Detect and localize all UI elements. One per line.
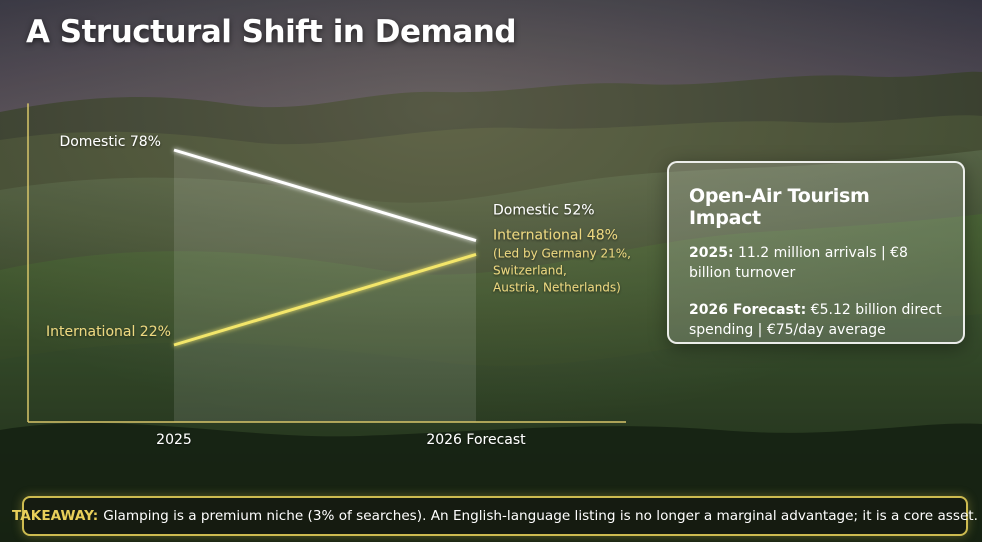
impact-line-2025: 2025: 11.2 million arrivals | €8 billion… bbox=[689, 243, 943, 283]
x-tick-label-2025: 2025 bbox=[156, 432, 192, 448]
plot-band bbox=[174, 150, 476, 422]
impact-card-title: Open-Air Tourism Impact bbox=[689, 185, 870, 229]
takeaway-banner: TAKEAWAY: Glamping is a premium niche (3… bbox=[12, 496, 978, 536]
impact-line-2026: 2026 Forecast: €5.12 billion direct spen… bbox=[689, 300, 943, 340]
x-tick-label-2026-forecast: 2026 Forecast bbox=[426, 432, 526, 448]
series-line-international bbox=[173, 253, 477, 347]
label-domestic-2026: Domestic 52% bbox=[493, 203, 595, 219]
page-title: A Structural Shift in Demand bbox=[26, 14, 517, 50]
takeaway-label: TAKEAWAY: bbox=[12, 508, 99, 524]
takeaway-text: Glamping is a premium niche (3% of searc… bbox=[103, 508, 978, 524]
label-international-2025: International 22% bbox=[46, 324, 171, 340]
impact-line-2025-label: 2025: bbox=[689, 245, 734, 261]
annotation-line-3: Austria, Netherlands) bbox=[493, 280, 621, 294]
label-international-2026: International 48% bbox=[493, 227, 618, 243]
impact-line-2025-text: 11.2 million arrivals | €8 billion turno… bbox=[689, 245, 908, 281]
annotation-line-1: (Led by Germany 21%, bbox=[493, 246, 631, 260]
annotation-line-2: Switzerland, bbox=[493, 263, 567, 277]
label-domestic-2025: Domestic 78% bbox=[59, 134, 161, 150]
impact-line-2026-text: €5.12 billion direct spending | €75/day … bbox=[689, 302, 942, 338]
series-line-domestic bbox=[173, 148, 477, 242]
impact-line-2026-label: 2026 Forecast: bbox=[689, 302, 807, 318]
impact-card: Open-Air Tourism Impact 2025: 11.2 milli… bbox=[667, 161, 965, 344]
